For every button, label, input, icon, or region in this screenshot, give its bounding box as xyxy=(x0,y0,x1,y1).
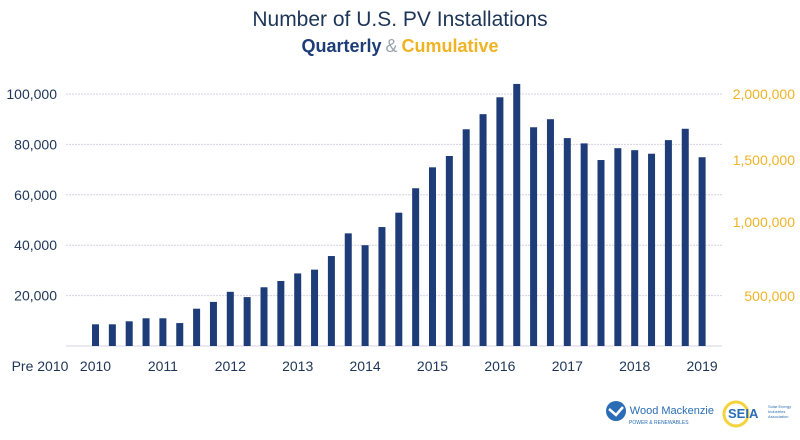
x-tick-label: 2011 xyxy=(148,358,178,374)
bar-2013-q2 xyxy=(311,269,319,346)
bar-2013-q4 xyxy=(344,233,352,346)
left-tick-label: 80,000 xyxy=(14,136,57,152)
right-tick-label: 500,000 xyxy=(744,288,795,304)
bar-2010-q2 xyxy=(108,324,116,346)
bar-2015-q2 xyxy=(445,155,453,346)
x-tick-label: 2015 xyxy=(417,358,448,374)
subtitle-amp: & xyxy=(385,36,398,56)
subtitle-quarterly: Quarterly xyxy=(301,36,382,56)
bar-2015-q4 xyxy=(479,114,487,346)
bar-2015-q3 xyxy=(462,129,470,346)
x-tick-label: 2017 xyxy=(552,358,583,374)
wood-mackenzie-icon xyxy=(606,401,626,421)
bar-2012-q3 xyxy=(260,287,268,346)
bar-2010-q4 xyxy=(142,318,150,346)
bar-2011-q2 xyxy=(176,323,184,346)
bar-2014-q2 xyxy=(378,227,386,346)
bar-2016-q2 xyxy=(513,83,521,347)
bar-2012-q1 xyxy=(226,291,234,346)
bar-2018-q4 xyxy=(681,128,689,346)
x-tick-label: 2010 xyxy=(80,358,111,374)
left-tick-label: 20,000 xyxy=(14,288,57,304)
x-tick-label: 2018 xyxy=(619,358,650,374)
bar-2011-q1 xyxy=(159,318,167,346)
x-tick-label: 2016 xyxy=(484,358,515,374)
left-tick-label: 40,000 xyxy=(14,237,57,253)
right-tick-label: 1,000,000 xyxy=(733,214,795,230)
bar-2018-q1 xyxy=(631,150,639,346)
sun-icon xyxy=(722,400,750,428)
bar-2018-q2 xyxy=(648,153,656,346)
left-tick-label: 60,000 xyxy=(14,187,57,203)
right-tick-label: 1,500,000 xyxy=(733,152,795,168)
x-tick-label: 2012 xyxy=(215,358,246,374)
bar-2013-q1 xyxy=(294,273,302,346)
bar-2017-q3 xyxy=(597,160,605,346)
bar-2016-q3 xyxy=(530,127,538,346)
bar-2017-q1 xyxy=(563,138,571,346)
x-tick-label: Pre 2010 xyxy=(12,358,69,374)
seia-logo: SEIA Solar Energy Industries Association xyxy=(722,400,791,428)
bar-2011-q3 xyxy=(193,308,201,346)
x-tick-label: 2014 xyxy=(350,358,381,374)
wood-mackenzie-logo: Wood Mackenzie POWER & RENEWABLES xyxy=(605,400,714,426)
left-tick-label: 100,000 xyxy=(6,86,57,102)
bar-2016-q4 xyxy=(546,119,554,346)
x-tick-label: 2019 xyxy=(687,358,718,374)
wood-mackenzie-name: Wood Mackenzie xyxy=(629,404,714,417)
bar-2017-q2 xyxy=(580,143,588,346)
bar-2011-q4 xyxy=(209,301,217,346)
right-tick-label: 2,000,000 xyxy=(733,86,795,102)
bar-2014-q1 xyxy=(361,245,369,346)
bar-2019-q1 xyxy=(698,157,706,346)
subtitle-cumulative: Cumulative xyxy=(401,36,499,56)
bar-2013-q3 xyxy=(327,256,335,346)
seia-name: SEIA xyxy=(728,406,759,421)
wood-mackenzie-sub: POWER & RENEWABLES xyxy=(629,420,689,426)
bar-2014-q4 xyxy=(412,188,420,346)
bar-2010-q1 xyxy=(92,324,99,346)
bar-2016-q1 xyxy=(496,97,504,346)
bar-2015-q1 xyxy=(429,167,436,346)
bar-2012-q4 xyxy=(277,280,285,346)
bar-2017-q4 xyxy=(614,148,622,346)
bar-2010-q3 xyxy=(125,321,133,346)
bar-2014-q3 xyxy=(395,212,403,346)
x-tick-label: 2013 xyxy=(282,358,313,374)
bar-2018-q3 xyxy=(664,140,672,346)
seia-sub: Solar Energy Industries Association xyxy=(768,404,792,419)
bar-2012-q2 xyxy=(243,297,251,346)
chart-subtitle: Quarterly & Cumulative xyxy=(0,36,800,57)
chart-title: Number of U.S. PV Installations xyxy=(252,8,548,31)
